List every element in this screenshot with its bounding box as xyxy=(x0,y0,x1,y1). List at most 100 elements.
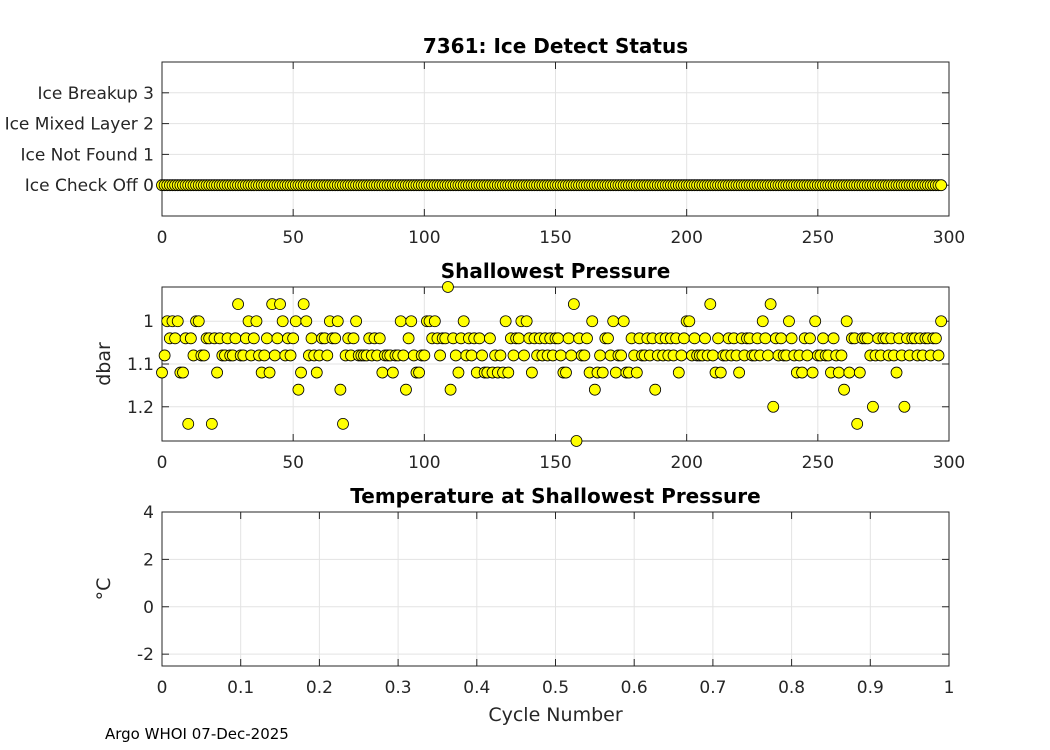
data-point xyxy=(867,400,879,413)
data-point xyxy=(268,349,281,362)
data-point xyxy=(449,349,462,362)
data-point xyxy=(289,315,302,328)
data-point xyxy=(232,298,244,311)
data-point xyxy=(783,315,795,328)
data-point xyxy=(935,315,948,328)
y-tick-label: Ice Not Found 1 xyxy=(20,145,154,165)
data-point xyxy=(617,315,630,328)
data-point xyxy=(581,332,593,345)
data-point xyxy=(394,315,407,328)
data-point xyxy=(428,315,441,328)
data-point xyxy=(329,332,342,345)
data-point xyxy=(274,298,286,311)
data-point xyxy=(442,281,454,293)
data-point xyxy=(350,315,363,328)
data-point xyxy=(932,349,945,362)
x-tick-label: 250 xyxy=(802,228,834,248)
data-point xyxy=(838,383,850,396)
chart-title: Shallowest Pressure xyxy=(441,259,671,283)
data-point xyxy=(484,332,496,345)
data-point xyxy=(397,349,410,362)
data-point xyxy=(615,349,627,362)
chart-title: 7361: Ice Detect Status xyxy=(423,34,688,58)
data-point xyxy=(347,332,360,345)
data-point xyxy=(457,315,470,328)
data-point xyxy=(565,349,578,362)
data-point xyxy=(158,349,171,362)
data-point xyxy=(276,315,289,328)
markers xyxy=(156,281,948,447)
data-point xyxy=(502,366,515,379)
x-tick-label: 0 xyxy=(157,678,168,698)
data-point xyxy=(192,315,205,328)
x-tick-label: 150 xyxy=(539,228,571,248)
data-point xyxy=(630,366,643,379)
data-point xyxy=(935,179,948,192)
x-tick-label: 0 xyxy=(157,228,168,248)
data-point xyxy=(402,332,415,345)
y-tick-label: Ice Check Off 0 xyxy=(25,176,154,196)
x-tick-label: 0.7 xyxy=(699,678,726,698)
chart-panel-3: 0 0.1 0.2 0.3 0.4 0.5 0.6 0.7 0.8 0.9 1-2024Temper… xyxy=(93,484,954,726)
data-point xyxy=(809,315,822,328)
y-tick-label: Ice Mixed Layer 2 xyxy=(5,115,154,135)
x-tick-label: 0.8 xyxy=(778,678,805,698)
x-tick-label: 0.9 xyxy=(857,678,884,698)
x-tick-label: 300 xyxy=(933,228,965,248)
data-point xyxy=(552,332,565,345)
x-tick-label: 0.3 xyxy=(385,678,412,698)
x-tick-label: 50 xyxy=(282,453,304,473)
data-point xyxy=(840,315,853,328)
x-tick-label: 0.2 xyxy=(306,678,333,698)
data-point xyxy=(171,315,184,328)
data-point xyxy=(578,349,591,362)
data-point xyxy=(261,332,273,345)
x-tick-label: 0.5 xyxy=(542,678,569,698)
data-point xyxy=(704,298,717,311)
data-point xyxy=(499,315,512,328)
y-tick-label: -2 xyxy=(137,645,154,665)
x-tick-label: 250 xyxy=(802,453,834,473)
data-point xyxy=(310,366,323,379)
data-point xyxy=(759,332,772,345)
data-point xyxy=(198,349,210,362)
data-point xyxy=(300,315,313,328)
data-point xyxy=(764,298,777,311)
data-point xyxy=(699,332,711,345)
data-point xyxy=(586,315,599,328)
y-tick-label: 4 xyxy=(143,503,154,523)
data-point xyxy=(898,400,911,413)
data-point xyxy=(806,366,819,379)
data-point xyxy=(258,349,271,362)
data-point xyxy=(494,349,507,362)
data-point xyxy=(331,315,344,328)
data-point xyxy=(785,332,798,345)
data-point xyxy=(184,332,197,345)
data-point xyxy=(596,366,609,379)
chart-panel-1: 0 50 100 150 200 250 300 Ice Check Off 0 Ice Not… xyxy=(5,34,966,248)
data-point xyxy=(473,332,486,345)
data-point xyxy=(762,349,774,362)
x-tick-label: 0.4 xyxy=(463,678,490,698)
data-point xyxy=(444,383,457,396)
data-point xyxy=(413,366,425,379)
data-point xyxy=(733,366,746,379)
data-point xyxy=(211,366,223,379)
data-point xyxy=(567,298,580,311)
data-point xyxy=(683,315,696,328)
chart-title: Temperature at Shallowest Pressure xyxy=(350,484,760,508)
data-point xyxy=(263,366,276,379)
data-point xyxy=(861,332,874,345)
data-point xyxy=(400,383,412,396)
data-point xyxy=(588,383,601,396)
data-point xyxy=(334,383,347,396)
data-point xyxy=(796,366,808,379)
y-axis-label: °C xyxy=(93,578,115,601)
y-axis-label: dbar xyxy=(93,342,115,386)
data-point xyxy=(672,366,685,379)
data-point xyxy=(525,366,538,379)
data-point xyxy=(337,417,349,430)
x-tick-label: 100 xyxy=(408,228,440,248)
data-point xyxy=(292,383,305,396)
